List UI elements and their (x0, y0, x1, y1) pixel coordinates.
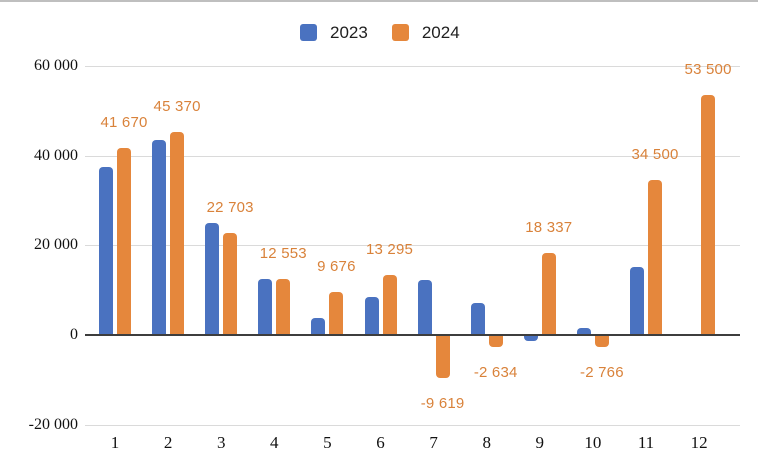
bar-2024-cat12[interactable] (701, 95, 716, 335)
bar-2023-cat4[interactable] (258, 278, 273, 335)
bar-2023-cat5[interactable] (311, 317, 326, 335)
x-axis-label: 4 (270, 433, 279, 452)
x-axis-label: 12 (690, 433, 708, 452)
bar-2023-cat7[interactable] (417, 279, 432, 335)
bar-2024-cat1[interactable] (117, 148, 131, 335)
bar-2024-cat6[interactable] (382, 275, 397, 335)
legend-item-2024[interactable]: 2024 (391, 23, 460, 42)
x-axis-label: 3 (216, 433, 226, 452)
y-axis-tick: 20 000 (34, 236, 78, 254)
gridline (85, 155, 740, 157)
bar-data-label: 34 500 (631, 146, 679, 164)
bar-2023-cat3[interactable] (205, 222, 220, 335)
bar-2023-cat6[interactable] (364, 297, 379, 335)
legend-label-2023: 2023 (330, 23, 368, 42)
bar-2024-cat7[interactable] (435, 335, 450, 379)
gridline (85, 245, 740, 247)
bar-data-label: 12 553 (259, 244, 307, 262)
legend-item-2023[interactable]: 2023 (300, 24, 368, 41)
bar-data-label: 45 370 (153, 97, 201, 115)
bar-data-label: -2 634 (473, 363, 518, 381)
bar-data-label: 53 500 (684, 61, 732, 79)
bar-2024-cat8[interactable] (488, 335, 503, 347)
bar-2024-cat4[interactable] (276, 278, 291, 335)
y-axis-tick: 40 000 (34, 146, 78, 164)
x-axis-label: 1 (110, 433, 120, 452)
bar-data-label: 18 337 (525, 218, 573, 236)
gridline (85, 66, 740, 67)
window-top-border (0, 0, 758, 2)
x-axis-label: 9 (535, 433, 545, 452)
x-axis-label: 2 (163, 433, 173, 452)
bar-2023-cat11[interactable] (630, 266, 644, 335)
bar-2023-cat8[interactable] (470, 303, 485, 335)
bar-2024-cat3[interactable] (223, 233, 238, 335)
legend-label-2024: 2024 (421, 23, 460, 42)
x-axis-label: 11 (637, 433, 655, 452)
gridline (85, 424, 740, 426)
legend-swatch-2023-icon (300, 24, 317, 41)
bar-2024-cat2[interactable] (170, 131, 185, 335)
bar-2023-cat2[interactable] (152, 140, 167, 335)
chart-legend: 2023 2024 (300, 24, 460, 41)
bar-data-label: -2 766 (580, 364, 624, 382)
x-axis-label: 7 (429, 433, 438, 452)
x-axis-label: 8 (482, 433, 491, 452)
bar-data-label: -9 619 (420, 395, 465, 413)
bar-2023-cat9[interactable] (523, 335, 538, 341)
bar-data-label: 41 670 (100, 114, 148, 132)
bar-2024-cat11[interactable] (648, 180, 662, 335)
bar-2024-cat5[interactable] (329, 291, 344, 335)
bar-2024-cat10[interactable] (594, 335, 609, 348)
x-axis-label: 6 (376, 433, 385, 452)
bar-2023-cat1[interactable] (99, 166, 113, 335)
x-axis-label: 5 (323, 433, 332, 452)
bar-data-label: 13 295 (365, 241, 414, 259)
y-axis-tick: 0 (70, 326, 78, 343)
x-axis-label: 10 (584, 433, 602, 452)
y-axis-tick: 60 000 (34, 57, 78, 74)
bar-data-label: 9 676 (317, 257, 356, 275)
zero-axis-line (85, 334, 740, 336)
bar-data-label: 22 703 (206, 199, 254, 217)
bar-2024-cat9[interactable] (541, 252, 556, 335)
legend-swatch-2024-icon (391, 24, 409, 41)
y-axis-tick: -20 000 (28, 415, 78, 433)
bar-2023-cat10[interactable] (576, 328, 591, 335)
